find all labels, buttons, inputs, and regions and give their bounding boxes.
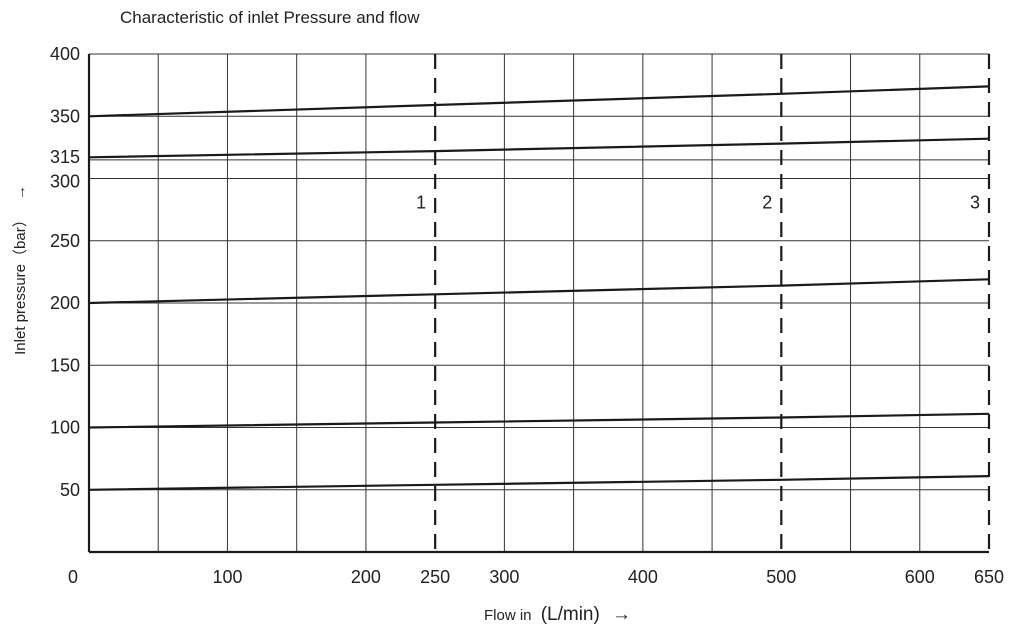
y-tick-labels: 50 100 150 200 250 300 315 350 400 (50, 44, 80, 500)
x-tick-label: 200 (351, 567, 381, 587)
y-axis-label-arrow: → (12, 185, 29, 200)
y-axis-label: Inlet pressure（bar） → (12, 185, 29, 355)
x-tick-labels: 0 100 200 250 300 400 500 600 650 (68, 567, 1004, 587)
flow-marker-label: 3 (970, 192, 980, 212)
x-tick-label: 0 (68, 567, 78, 587)
y-tick-label: 250 (50, 231, 80, 251)
x-tick-label: 300 (489, 567, 519, 587)
x-tick-label: 650 (974, 567, 1004, 587)
y-tick-label: 350 (50, 106, 80, 126)
x-axis-label-arrow: → (612, 604, 631, 625)
y-tick-label: 400 (50, 44, 80, 64)
y-tick-label: 100 (50, 418, 80, 438)
grid-layer (89, 53, 989, 552)
x-tick-label: 250 (420, 567, 450, 587)
flow-marker-label: 2 (762, 192, 772, 212)
y-tick-label: 50 (60, 480, 80, 500)
x-axis-label: Flow in (L/min) → (484, 604, 631, 625)
series-line (88, 475, 990, 491)
marker-layer: 1 2 3 (416, 54, 991, 552)
series-line (88, 278, 990, 305)
series-line (88, 85, 990, 118)
x-tick-label: 400 (628, 567, 658, 587)
y-axis-label-text: Inlet pressure（bar） (12, 212, 29, 355)
series-layer (88, 85, 990, 491)
y-tick-label: 300 (50, 172, 80, 192)
y-tick-label: 200 (50, 293, 80, 313)
axes-layer (87, 54, 989, 554)
series-line (88, 412, 990, 429)
x-axis-label-prefix: Flow in (484, 607, 532, 624)
x-axis-label-unit: (L/min) (541, 604, 600, 625)
y-tick-label: 315 (50, 147, 80, 167)
x-tick-label: 600 (905, 567, 935, 587)
flow-marker-label: 1 (416, 192, 426, 212)
x-tick-label: 500 (766, 567, 796, 587)
chart-title: Characteristic of inlet Pressure and flo… (120, 8, 420, 27)
y-tick-label: 150 (50, 355, 80, 375)
x-tick-label: 100 (212, 567, 242, 587)
series-line (88, 137, 990, 159)
